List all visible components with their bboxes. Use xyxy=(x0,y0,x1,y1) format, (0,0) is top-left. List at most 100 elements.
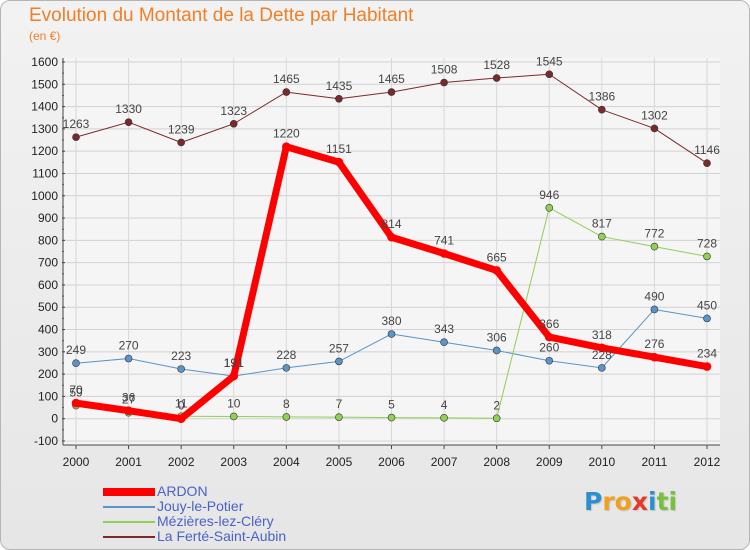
data-label: 1386 xyxy=(588,90,615,104)
data-point xyxy=(440,414,448,422)
legend-swatch xyxy=(103,521,155,523)
data-point xyxy=(703,314,711,323)
data-point xyxy=(72,359,80,367)
y-tick-label: 300 xyxy=(38,345,58,359)
y-tick-label: 1300 xyxy=(31,122,58,136)
data-label: 450 xyxy=(697,298,717,312)
data-point xyxy=(387,232,396,242)
data-point xyxy=(177,365,185,373)
data-label: 741 xyxy=(434,234,454,248)
chart-title: Evolution du Montant de la Dette par Hab… xyxy=(29,5,414,26)
data-point xyxy=(650,242,659,251)
data-label: 191 xyxy=(224,356,244,370)
x-tick-label: 2011 xyxy=(642,455,668,469)
data-label: 5 xyxy=(388,398,395,412)
data-label: 490 xyxy=(644,289,664,303)
y-tick-label: 1000 xyxy=(31,189,58,203)
data-point xyxy=(544,332,554,342)
data-label: 814 xyxy=(381,217,401,231)
legend-label: ARDON xyxy=(157,483,208,499)
y-tick-label: 1100 xyxy=(32,166,58,180)
data-label: 1435 xyxy=(326,79,353,93)
data-label: 27 xyxy=(122,393,136,407)
y-tick-label: 400 xyxy=(38,323,58,337)
data-label: 665 xyxy=(487,250,507,264)
data-label: 234 xyxy=(697,347,717,361)
data-label: 270 xyxy=(119,339,139,353)
chart-unit-label: (en €) xyxy=(29,29,61,43)
y-tick-label: 600 xyxy=(38,278,58,292)
data-label: 772 xyxy=(644,227,664,241)
y-tick-label: 1500 xyxy=(31,77,58,91)
data-point xyxy=(229,412,238,421)
data-label: 191 xyxy=(224,356,244,370)
data-point xyxy=(177,138,185,147)
data-point xyxy=(124,406,133,415)
data-label: 11 xyxy=(175,396,188,410)
logo-letter: t xyxy=(656,487,669,516)
y-tick-label: 1400 xyxy=(31,100,58,114)
data-point xyxy=(650,305,659,314)
data-label: 257 xyxy=(329,341,349,355)
data-label: 2 xyxy=(493,398,500,412)
data-point xyxy=(334,157,344,167)
data-point xyxy=(492,74,501,82)
data-point xyxy=(229,119,238,128)
data-label: 8 xyxy=(283,397,290,411)
y-tick-label: 200 xyxy=(38,367,58,381)
data-point xyxy=(229,371,239,381)
logo-letter: o xyxy=(614,487,632,516)
data-label: 1146 xyxy=(694,143,720,157)
y-tick-label: 500 xyxy=(38,300,58,314)
data-point xyxy=(124,118,133,126)
data-point xyxy=(335,94,343,103)
data-point xyxy=(282,142,291,152)
data-label: 228 xyxy=(276,348,296,362)
data-point xyxy=(439,249,449,258)
data-label: 946 xyxy=(539,188,559,202)
data-point xyxy=(492,346,501,355)
data-point xyxy=(282,364,291,372)
legend-swatch xyxy=(103,488,155,496)
y-tick-label: 1600 xyxy=(31,55,58,69)
data-point xyxy=(650,352,659,362)
x-tick-label: 2003 xyxy=(220,455,247,469)
data-point xyxy=(492,266,501,275)
proxiti-logo: Proxiti xyxy=(584,487,677,516)
data-point xyxy=(387,413,396,422)
data-label: 1239 xyxy=(168,122,195,136)
x-tick-label: 2009 xyxy=(536,455,563,469)
data-label: 1330 xyxy=(115,102,142,116)
data-label: 10 xyxy=(227,396,241,410)
data-label: 380 xyxy=(381,314,401,328)
logo-letter: i xyxy=(668,487,678,516)
data-label: 343 xyxy=(434,322,454,336)
legend-swatch xyxy=(103,506,155,508)
data-label: 1323 xyxy=(220,104,247,118)
data-label: 366 xyxy=(539,317,559,331)
data-point xyxy=(72,133,80,141)
data-point xyxy=(703,252,711,261)
data-label: 1508 xyxy=(431,63,458,77)
data-label: 817 xyxy=(592,217,612,231)
data-label: 276 xyxy=(644,337,664,351)
data-point xyxy=(335,413,343,421)
data-label: 36 xyxy=(122,391,136,405)
data-label: 0 xyxy=(178,399,185,413)
y-tick-label: 700 xyxy=(38,256,58,270)
x-tick-label: 2001 xyxy=(115,455,142,469)
data-point xyxy=(71,398,81,408)
data-label: 1465 xyxy=(273,72,300,86)
data-point xyxy=(335,357,343,366)
data-label: 59 xyxy=(69,386,83,400)
legend-swatch xyxy=(103,536,155,538)
data-point xyxy=(387,330,396,338)
data-label: 228 xyxy=(592,348,612,362)
x-tick-label: 2008 xyxy=(483,455,510,469)
logo-letter: i xyxy=(648,487,657,516)
x-tick-label: 2006 xyxy=(378,455,405,469)
data-label: 1528 xyxy=(483,58,510,72)
data-point xyxy=(702,362,712,371)
